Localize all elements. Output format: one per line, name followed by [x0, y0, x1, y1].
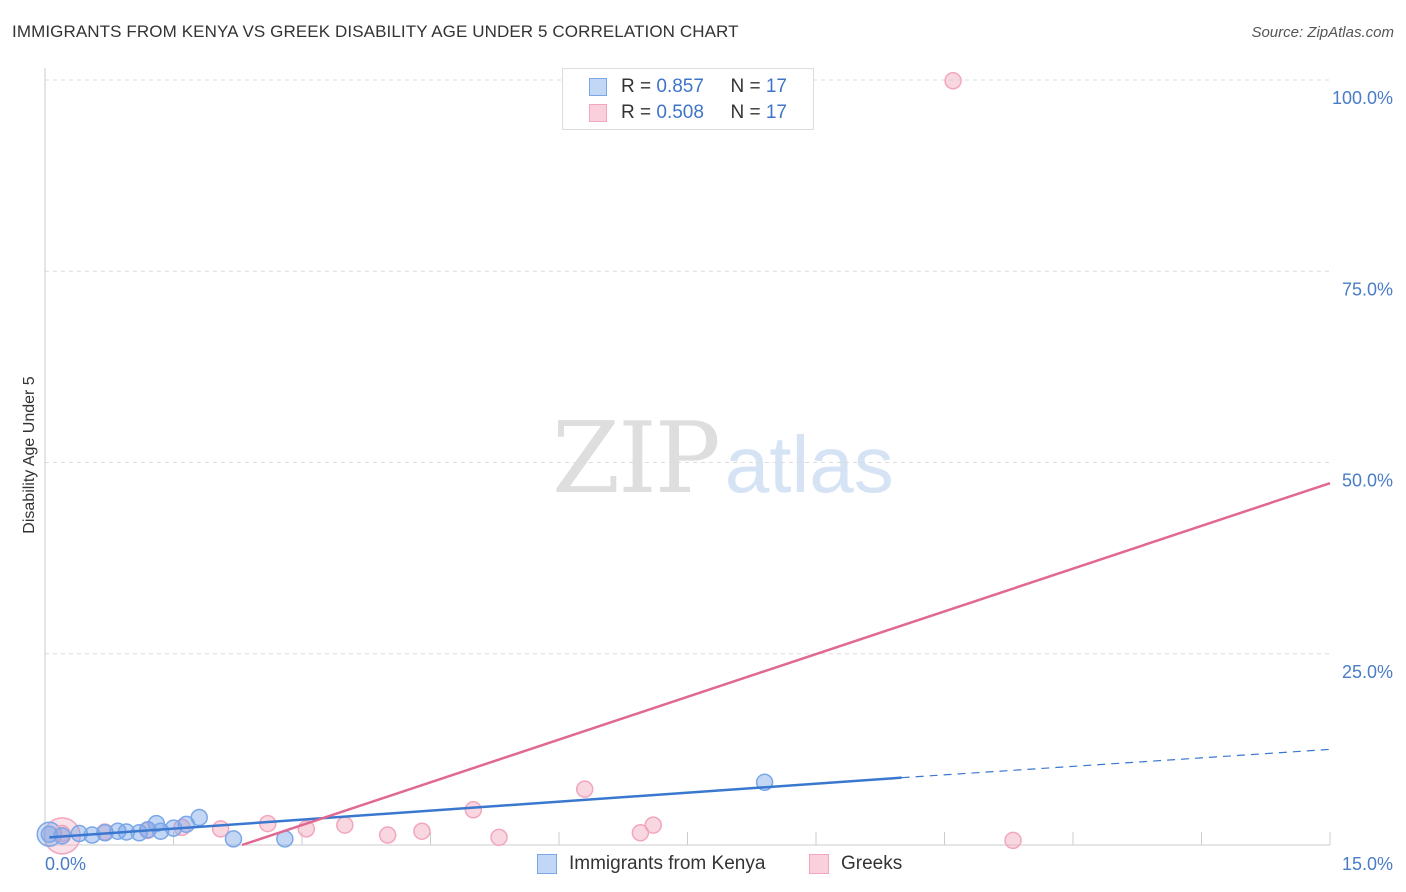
kenya-point-14: [224, 830, 243, 848]
y-tick-label-75: 75.0%: [1342, 279, 1393, 299]
kenya-point-13: [190, 808, 208, 827]
legend-n-label-greeks: N =: [730, 102, 766, 123]
greeks-point-11: [490, 828, 508, 847]
kenya-trend-extension: [901, 748, 1331, 779]
legend-n-label-kenya: N =: [730, 76, 766, 97]
greeks-point-9: [413, 822, 431, 840]
greeks-point-13: [631, 824, 650, 842]
greeks-point-10: [464, 801, 483, 819]
y-tick-label-100: 100.0%: [1332, 88, 1393, 108]
legend-bottom-label-greeks: Greeks: [841, 853, 903, 874]
x-tick-label-max: 15.0%: [1342, 854, 1393, 874]
legend-bottom-swatch-greeks: [809, 854, 829, 874]
legend-bottom-swatch-kenya: [537, 854, 557, 874]
watermark: ZIPatlas: [552, 402, 894, 516]
y-tick-label-25: 25.0%: [1342, 662, 1393, 682]
watermark-atlas: atlas: [724, 420, 894, 509]
greeks-point-8: [378, 826, 397, 844]
greeks-point-7: [336, 816, 354, 834]
legend-r-label-kenya: R =: [621, 76, 657, 97]
legend-bottom-label-kenya: Immigrants from Kenya: [569, 853, 766, 874]
x-tick-label-min: 0.0%: [45, 854, 86, 874]
legend-swatch-kenya: [589, 78, 607, 96]
greeks-trend-line: [241, 481, 1331, 847]
greeks-point-15: [944, 72, 962, 90]
legend-r-label-greeks: R =: [621, 102, 657, 123]
y-tick-label-50: 50.0%: [1342, 471, 1393, 491]
legend-swatch-greeks: [589, 104, 607, 122]
correlation-legend: R = 0.857 N = 17 R = 0.508 N = 17: [562, 68, 814, 130]
legend-r-value-greeks: 0.508: [656, 102, 704, 123]
legend-n-value-greeks: 17: [765, 102, 787, 123]
watermark-zip: ZIP: [552, 402, 721, 516]
legend-r-value-kenya: 0.857: [656, 76, 704, 97]
series-legend: Immigrants from Kenya Greeks: [0, 852, 1406, 878]
chart-title: IMMIGRANTS FROM KENYA VS GREEK DISABILIT…: [12, 22, 739, 41]
source-label: Source: ZipAtlas.com: [1251, 24, 1394, 41]
greeks-point-14: [644, 816, 662, 834]
kenya-trend-line: [49, 776, 902, 839]
greeks-point-16: [1004, 831, 1022, 850]
legend-n-value-kenya: 17: [765, 76, 787, 97]
greeks-point-12: [575, 780, 594, 798]
